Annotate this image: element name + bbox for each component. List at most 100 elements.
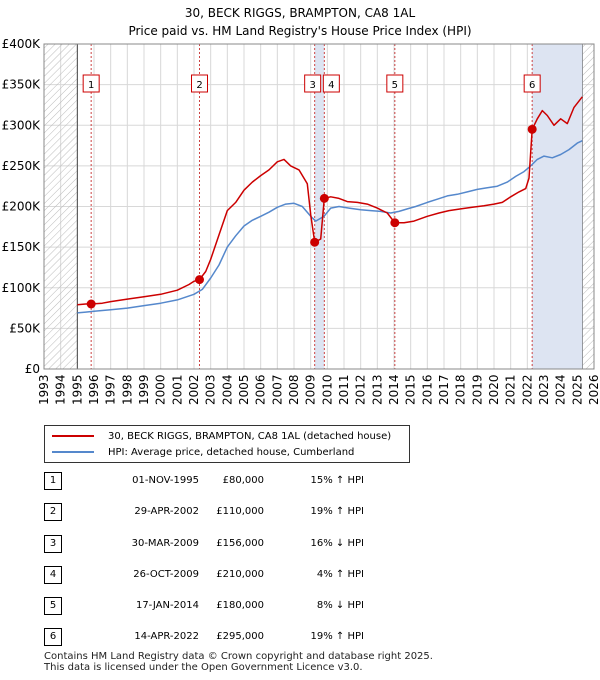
x-tick-label: 2013 [370,374,384,405]
y-tick-label: £100K [2,281,42,295]
x-tick-label: 2024 [554,374,568,405]
table-row: 2 29-APR-2002 £110,000 19% ↑ HPI [44,503,384,521]
event-label: 5 [392,80,398,91]
x-tick-label: 1993 [37,374,51,405]
sale-number-badge: 4 [44,566,62,584]
hpi-series-line [77,140,583,314]
sale-point [195,275,204,285]
sale-price: £180,000 [216,600,264,611]
x-tick-label: 1995 [70,374,84,405]
x-tick-label: 2005 [237,374,251,405]
x-tick-label: 2018 [454,374,468,405]
event-label: 6 [529,80,535,91]
sale-hpi-diff: 19% ↑ HPI [310,506,364,517]
price-chart: 30, BECK RIGGS, BRAMPTON, CA8 1AL Price … [2,6,600,405]
y-tick-label: £250K [2,159,42,173]
x-tick-label: 2012 [354,374,368,405]
legend-property-swatch [52,435,94,437]
x-tick-label: 2008 [287,374,301,405]
event-label-box [386,74,404,93]
property-series-line [77,96,583,306]
x-tick-label: 1997 [104,374,118,405]
legend: 30, BECK RIGGS, BRAMPTON, CA8 1AL (detac… [44,425,410,463]
x-tick-label: 2004 [220,374,234,405]
x-tick-label: 2023 [537,374,551,405]
event-label: 4 [328,80,334,91]
sale-number-badge: 6 [44,628,62,646]
table-row: 4 26-OCT-2009 £210,000 4% ↑ HPI [44,566,384,584]
table-row: 5 17-JAN-2014 £180,000 8% ↓ HPI [44,597,384,615]
x-tick-label: 2014 [387,374,401,405]
table-row: 3 30-MAR-2009 £156,000 16% ↓ HPI [44,535,384,553]
hatched-region-before [44,44,78,369]
event-label: 3 [309,80,315,91]
y-tick-label: £0 [25,362,40,376]
sale-point [390,218,400,228]
legend-property-label: 30, BECK RIGGS, BRAMPTON, CA8 1AL (detac… [108,430,392,442]
x-tick-label: 1998 [120,374,134,405]
footer: Contains HM Land Registry data © Crown c… [44,651,433,673]
sale-number-badge: 2 [44,503,62,521]
x-tick-label: 2009 [304,374,318,405]
sale-point [310,237,320,247]
x-tick-label: 2003 [204,374,218,405]
x-tick-label: 2019 [470,374,484,405]
x-tick-label: 2006 [254,374,268,405]
y-tick-label: £300K [2,118,42,132]
sale-date: 01-NOV-1995 [132,475,199,486]
chart-subtitle: Price paid vs. HM Land Registry's House … [128,24,471,38]
y-tick-label: £400K [2,37,42,51]
x-tick-label: 2011 [337,374,351,405]
x-tick-label: 2016 [420,374,434,405]
legend-item-property: 30, BECK RIGGS, BRAMPTON, CA8 1AL (detac… [45,428,391,444]
chart-title: 30, BECK RIGGS, BRAMPTON, CA8 1AL [185,6,416,20]
x-tick-label: 1999 [137,374,151,405]
x-tick-label: 2026 [587,374,600,405]
sale-date: 30-MAR-2009 [131,538,199,549]
sale-price: £210,000 [216,569,264,580]
x-tick-label: 2025 [570,374,584,405]
y-tick-label: £350K [2,78,42,92]
sale-number-badge: 5 [44,597,62,615]
x-tick-label: 2017 [437,374,451,405]
sale-price: £295,000 [216,631,264,642]
sale-date: 29-APR-2002 [134,506,199,517]
sale-hpi-diff: 8% ↓ HPI [316,600,364,611]
event-label-box [304,74,322,93]
x-tick-label: 2010 [320,374,334,405]
x-tick-label: 2000 [154,374,168,405]
sale-date: 14-APR-2022 [134,631,199,642]
legend-item-hpi: HPI: Average price, detached house, Cumb… [45,444,354,460]
legend-hpi-swatch [52,451,94,453]
x-tick-label: 2020 [487,374,501,405]
event-label: 2 [196,80,202,91]
sale-price: £156,000 [216,538,264,549]
sale-span-shade [532,44,583,369]
event-label-box [191,74,208,93]
event-label: 1 [88,80,94,91]
sale-date: 26-OCT-2009 [133,569,199,580]
event-label-box [322,74,340,93]
sale-number-badge: 1 [44,472,62,490]
sale-hpi-diff: 16% ↓ HPI [310,538,364,549]
sale-point [319,193,329,203]
sale-hpi-diff: 19% ↑ HPI [310,631,364,642]
copyright-text: Contains HM Land Registry data © Crown c… [44,651,433,662]
sale-point [86,299,96,309]
sale-price: £110,000 [216,506,264,517]
x-tick-label: 2001 [170,374,184,405]
y-tick-label: £150K [2,240,42,254]
event-label-box [523,74,541,93]
sale-hpi-diff: 4% ↑ HPI [316,569,364,580]
x-tick-label: 2007 [270,374,284,405]
sale-hpi-diff: 15% ↑ HPI [310,475,364,486]
x-tick-label: 2015 [404,374,418,405]
table-row: 1 01-NOV-1995 £80,000 15% ↑ HPI [44,472,384,490]
y-tick-label: £50K [9,321,41,335]
licence-text: This data is licensed under the Open Gov… [44,662,363,673]
y-tick-label: £200K [2,200,42,214]
x-tick-label: 1996 [87,374,101,405]
legend-hpi-label: HPI: Average price, detached house, Cumb… [108,446,355,458]
plot-border [43,43,595,370]
sale-date: 17-JAN-2014 [135,600,199,611]
